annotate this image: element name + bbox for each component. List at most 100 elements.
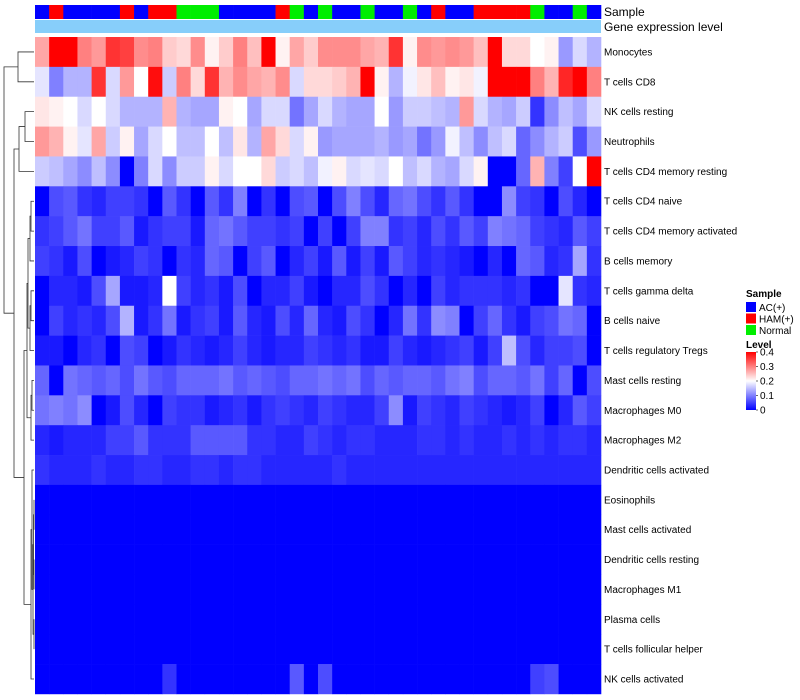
sample-annotation-bar (35, 5, 602, 19)
heatmap-cell (303, 37, 319, 68)
heatmap-cell (332, 37, 347, 68)
heatmap-cell (586, 246, 602, 277)
heatmap-cell (318, 544, 333, 575)
row-label: T cells CD8 (604, 77, 656, 88)
heatmap-cell (63, 246, 78, 277)
heatmap-cell (134, 484, 149, 516)
heatmap-cell (105, 275, 121, 307)
heatmap-cell (572, 484, 588, 516)
sample-annotation-cell (332, 5, 347, 19)
heatmap-cell (346, 335, 361, 366)
heatmap-cell (35, 544, 50, 575)
heatmap-cell (332, 305, 347, 336)
heatmap-cell (586, 634, 602, 665)
heatmap-cell (445, 664, 460, 695)
heatmap-cell (445, 275, 460, 307)
heatmap-cell (218, 664, 234, 695)
heatmap-cell (162, 156, 177, 187)
heatmap-cell (459, 514, 474, 545)
heatmap-cell (218, 455, 234, 486)
heatmap-cell (303, 126, 319, 157)
heatmap-cell (233, 126, 248, 157)
heatmap-cell (190, 664, 206, 695)
heatmap-cell (501, 514, 517, 545)
heatmap-cell (572, 574, 588, 605)
heatmap-cell (204, 634, 220, 665)
heatmap-cell (63, 96, 78, 127)
heatmap-cell (233, 395, 248, 426)
heatmap-cell (332, 216, 347, 247)
sample-annotation-cell (49, 5, 64, 19)
heatmap-cell (501, 37, 517, 68)
heatmap-cell (388, 395, 404, 426)
heatmap-cell (516, 574, 531, 605)
heatmap-cell (516, 484, 531, 516)
row-label: Dendritic cells resting (604, 555, 699, 566)
heatmap-cell (275, 455, 290, 486)
heatmap-cell (303, 66, 319, 98)
heatmap-cell (303, 604, 319, 635)
heatmap-cell (445, 484, 460, 516)
heatmap-cell (233, 37, 248, 68)
heatmap-cell (119, 514, 135, 545)
heatmap-cell (204, 425, 220, 456)
heatmap-cell (544, 335, 559, 366)
sample-annotation-cell (176, 5, 191, 19)
heatmap-cell (346, 37, 361, 68)
heatmap-cell (586, 66, 602, 98)
heatmap-cell (346, 425, 361, 456)
heatmap-cell (417, 216, 432, 247)
heatmap-cell (49, 365, 64, 396)
heatmap-cell (91, 216, 107, 247)
row-label: Neutrophils (604, 137, 655, 148)
heatmap-cell (318, 305, 333, 336)
heatmap-cell (388, 37, 404, 68)
heatmap-cell (148, 484, 163, 516)
heatmap-cell (35, 484, 50, 516)
heatmap-cell (544, 275, 559, 307)
heatmap-cell (247, 634, 262, 665)
heatmap-cell (77, 96, 92, 127)
heatmap-cell (445, 216, 460, 247)
heatmap-cell (119, 395, 135, 426)
heatmap-cell (63, 66, 78, 98)
heatmap-cell (332, 425, 347, 456)
heatmap-cell (346, 574, 361, 605)
sample-annotation-cell (360, 5, 375, 19)
heatmap-cell (530, 96, 545, 127)
heatmap-cell (49, 484, 64, 516)
heatmap-cell (49, 425, 64, 456)
heatmap-cell (119, 425, 135, 456)
heatmap-cell (134, 246, 149, 277)
heatmap-cell (431, 96, 446, 127)
heatmap-cell (501, 634, 517, 665)
heatmap-cell (49, 37, 64, 68)
heatmap-cell (360, 574, 375, 605)
heatmap-cell (487, 514, 503, 545)
heatmap-cell (459, 365, 474, 396)
heatmap-cells (35, 37, 602, 695)
heatmap-cell (176, 634, 191, 665)
heatmap-cell (332, 604, 347, 635)
heatmap-cell (303, 216, 319, 247)
heatmap-cell (190, 186, 206, 217)
heatmap-cell (218, 156, 234, 187)
heatmap-cell (417, 275, 432, 307)
heatmap-cell (558, 395, 573, 426)
heatmap-cell (162, 574, 177, 605)
heatmap-cell (501, 305, 517, 336)
heatmap-cell (516, 275, 531, 307)
heatmap-cell (105, 514, 121, 545)
heatmap-cell (459, 425, 474, 456)
heatmap-cell (374, 275, 390, 307)
legend-tick-label: 0.1 (760, 391, 774, 402)
heatmap-cell (516, 66, 531, 98)
heatmap-cell (332, 544, 347, 575)
heatmap-cell (360, 664, 375, 695)
heatmap-cell (487, 634, 503, 665)
heatmap-cell (176, 604, 191, 635)
heatmap-cell (77, 365, 92, 396)
heatmap-cell (586, 335, 602, 366)
heatmap-cell (516, 37, 531, 68)
heatmap-cell (318, 37, 333, 68)
